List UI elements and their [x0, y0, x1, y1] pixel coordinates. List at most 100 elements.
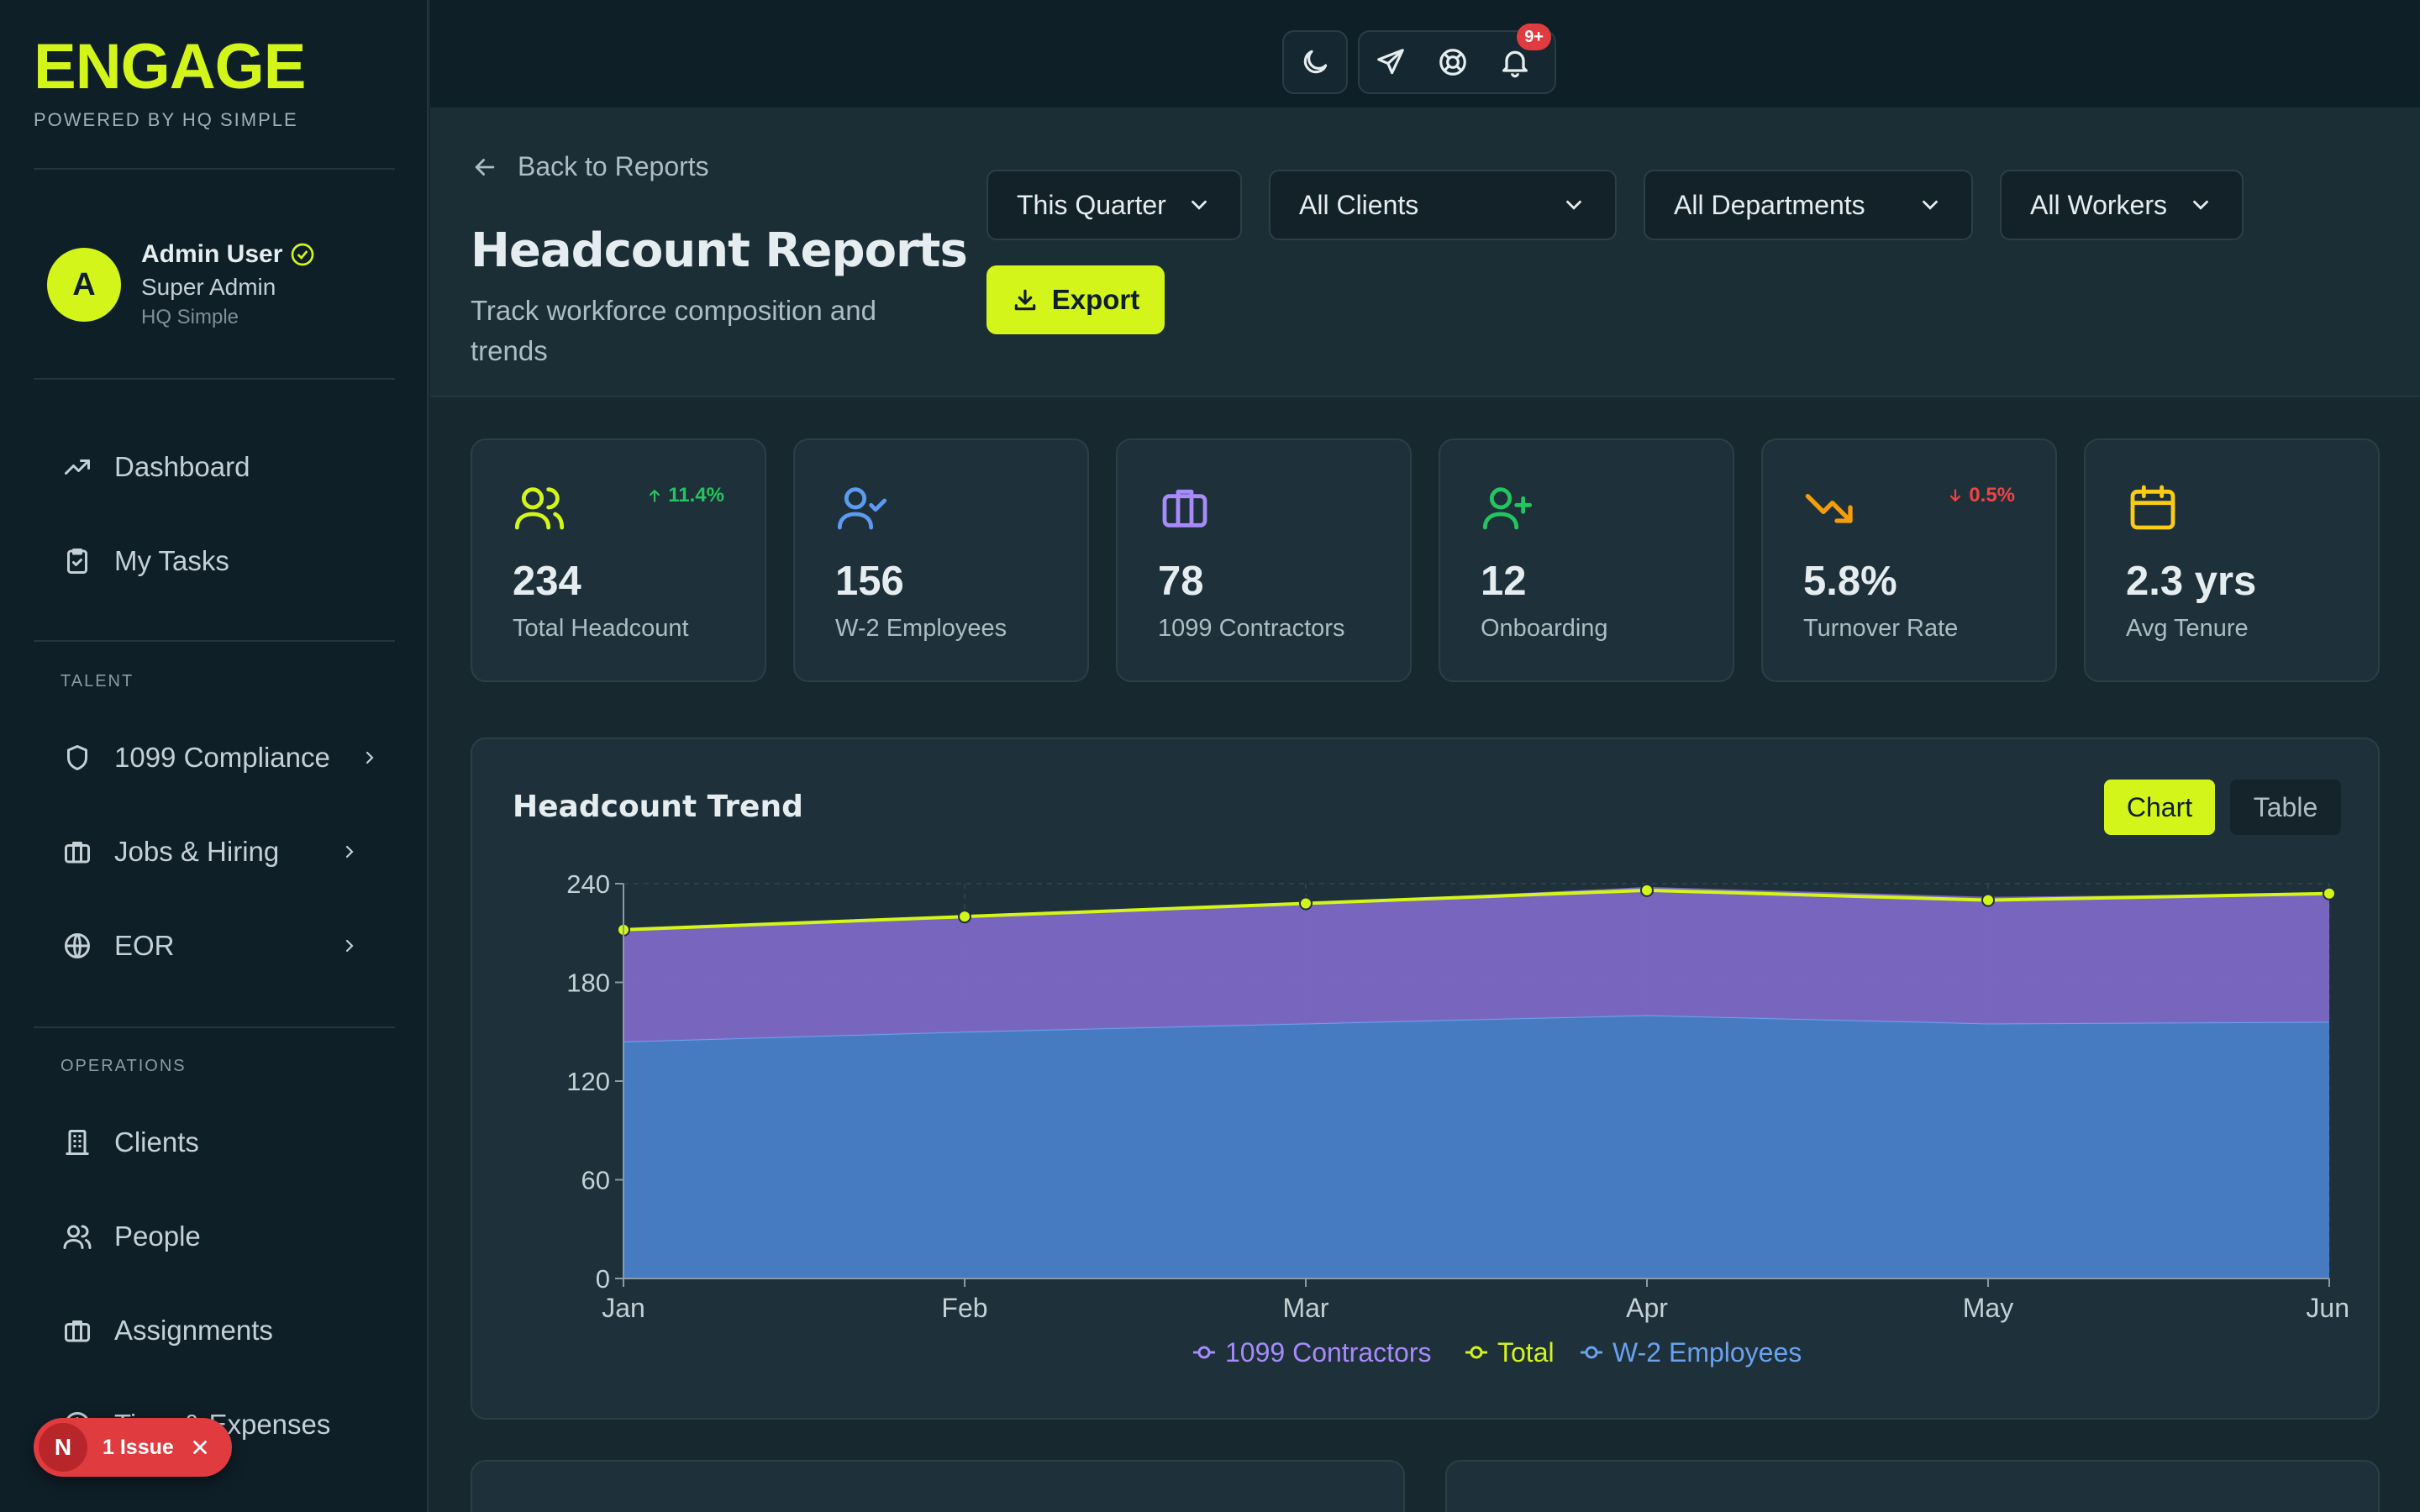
area-w2-employees [623, 1015, 2329, 1278]
y-tick-label: 60 [581, 1166, 610, 1195]
download-icon [1012, 286, 1039, 313]
export-button[interactable]: Export [986, 265, 1165, 334]
calendar-icon [2126, 480, 2180, 534]
sidebar-divider [34, 640, 395, 642]
briefcase-icon [1158, 480, 1212, 534]
page-header: Back to Reports Headcount Reports Track … [430, 108, 2420, 397]
x-tick-label: Feb [941, 1293, 987, 1323]
headcount-trend-chart: 0 60 120 180 240 Jan Feb Mar Apr May Jun 1099 Contr… [566, 869, 2349, 1368]
y-tick-label: 120 [566, 1067, 610, 1096]
legend-label: 1099 Contractors [1225, 1337, 1431, 1368]
trending-up-icon [60, 450, 94, 484]
sidebar-item-label: Clients [114, 1126, 199, 1158]
point-total [958, 910, 971, 924]
back-to-reports-link[interactable]: Back to Reports [471, 151, 709, 182]
building-icon [60, 1126, 94, 1159]
stat-card-1099-contractors: 78 1099 Contractors [1116, 438, 1412, 682]
filter-value: All Clients [1299, 189, 1419, 220]
sidebar-item-my-tasks[interactable]: My Tasks [60, 536, 229, 586]
sidebar-item-1099-compliance[interactable]: 1099 Compliance [60, 732, 374, 783]
sidebar-item-assignments[interactable]: Assignments [60, 1305, 273, 1356]
issue-badge[interactable]: N 1 Issue [34, 1418, 232, 1477]
sidebar-divider [34, 1026, 395, 1028]
headcount-trend-panel: Headcount Trend Chart Table 0 60 120 180 240… [471, 738, 2380, 1420]
user-card[interactable]: A Admin User Super Admin HQ Simple [47, 240, 316, 329]
delta-value: 11.4% [668, 484, 724, 507]
verified-icon [289, 241, 316, 268]
section-label-operations: OPERATIONS [60, 1057, 187, 1075]
point-total [1640, 883, 1654, 897]
chevron-down-icon [1561, 192, 1586, 218]
sidebar-item-label: 1099 Compliance [114, 742, 330, 773]
stat-value: 5.8% [1803, 559, 1897, 604]
legend-label: W-2 Employees [1612, 1337, 1802, 1368]
sidebar-item-people[interactable]: People [60, 1211, 201, 1262]
brand[interactable]: ENGAGE POWERED BY HQ SIMPLE [34, 31, 306, 131]
y-tick-label: 240 [566, 869, 610, 899]
topbar: 9+ [430, 0, 2420, 108]
avatar: A [47, 248, 121, 322]
chart-view-toggle[interactable]: Chart [2104, 780, 2215, 835]
user-org: HQ Simple [141, 306, 239, 328]
users-icon [513, 480, 566, 534]
user-role: Super Admin [141, 274, 276, 300]
stat-card-total-headcount: 11.4% 234 Total Headcount [471, 438, 766, 682]
legend-swatch-marker [1197, 1346, 1211, 1359]
clients-filter-select[interactable]: All Clients [1269, 170, 1617, 240]
workers-filter-select[interactable]: All Workers [2000, 170, 2244, 240]
delta-up-badge: 11.4% [646, 484, 724, 507]
bell-icon[interactable]: 9+ [1484, 24, 1551, 92]
stat-value: 78 [1158, 559, 1204, 604]
sidebar-item-jobs-hiring[interactable]: Jobs & Hiring [60, 827, 354, 877]
point-total [1981, 893, 1995, 907]
back-link-label: Back to Reports [518, 151, 709, 181]
shield-icon [60, 741, 94, 774]
chevron-down-icon [1186, 192, 1212, 218]
chevron-right-icon [339, 842, 360, 862]
section-label-talent: TALENT [60, 672, 134, 690]
area-1099-contractors [623, 886, 2329, 1042]
stat-card-avg-tenure: 2.3 yrs Avg Tenure [2084, 438, 2380, 682]
chart-title: Headcount Trend [513, 790, 803, 824]
report-card [471, 1460, 1405, 1512]
line-total [623, 888, 2330, 932]
stat-label: Avg Tenure [2126, 615, 2249, 642]
table-view-toggle[interactable]: Table [2230, 780, 2341, 835]
moon-icon [1284, 32, 1346, 92]
x-tick-label: Jan [602, 1293, 645, 1323]
stat-card-w2-employees: 156 W-2 Employees [793, 438, 1089, 682]
period-filter-select[interactable]: This Quarter [986, 170, 1242, 240]
y-tick-label: 0 [596, 1264, 610, 1294]
trending-down-icon [1803, 480, 1857, 534]
stat-card-turnover-rate: 0.5% 5.8% Turnover Rate [1761, 438, 2057, 682]
chevron-down-icon [1918, 192, 1943, 218]
stat-value: 234 [513, 559, 581, 604]
sidebar-item-label: Jobs & Hiring [114, 836, 280, 867]
sidebar-divider [34, 378, 395, 380]
stat-value: 156 [835, 559, 904, 604]
send-icon[interactable] [1360, 32, 1422, 92]
sidebar-item-clients[interactable]: Clients [60, 1117, 199, 1168]
user-plus-icon [1481, 480, 1534, 534]
filter-value: All Departments [1674, 189, 1865, 220]
arrow-down-icon [1947, 487, 1964, 504]
departments-filter-select[interactable]: All Departments [1644, 170, 1973, 240]
theme-toggle-button[interactable] [1282, 30, 1348, 94]
briefcase-icon [60, 835, 94, 869]
sidebar-item-dashboard[interactable]: Dashboard [60, 442, 250, 492]
stat-label: Onboarding [1481, 615, 1608, 642]
legend-label: Total [1497, 1337, 1555, 1368]
user-check-icon [835, 480, 889, 534]
point-total [2323, 886, 2336, 900]
stat-card-onboarding: 12 Onboarding [1439, 438, 1734, 682]
brand-logo: ENGAGE [34, 31, 306, 102]
close-icon[interactable] [189, 1436, 211, 1458]
sidebar-item-eor[interactable]: EOR [60, 921, 354, 971]
arrow-left-icon [471, 153, 499, 181]
help-lifebuoy-icon[interactable] [1422, 32, 1484, 92]
topbar-actions: 9+ [1358, 24, 1556, 94]
legend-swatch-marker [1585, 1346, 1598, 1359]
globe-icon [60, 929, 94, 963]
arrow-up-icon [646, 487, 663, 504]
x-tick-label: Mar [1282, 1293, 1328, 1323]
